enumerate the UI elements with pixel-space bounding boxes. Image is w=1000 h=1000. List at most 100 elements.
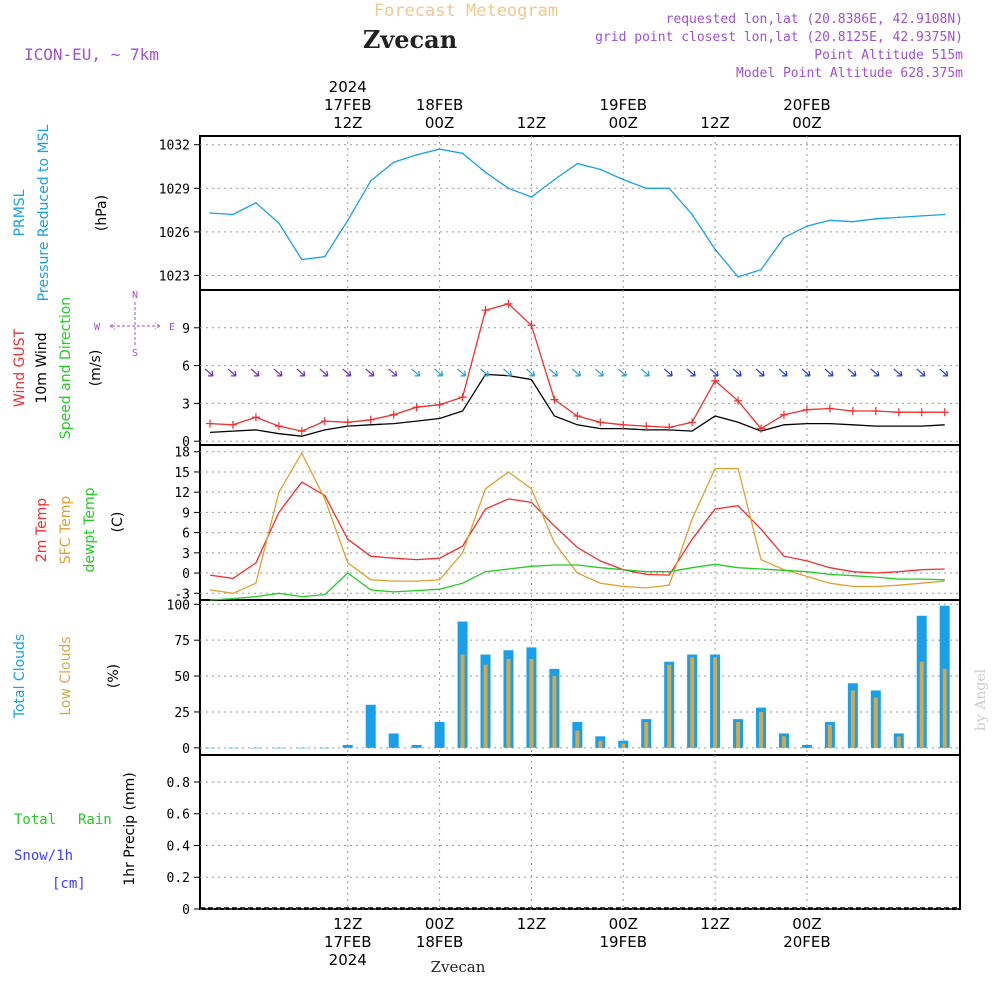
temp-tick-label: 6 [182, 527, 190, 542]
wind-direction-arrow [663, 368, 673, 377]
watermark: by Angel [973, 668, 989, 731]
temp-tick-label: 18 [174, 446, 190, 461]
gust-marker [206, 419, 214, 428]
gust-marker [274, 422, 283, 431]
wind-tick-label: 3 [182, 397, 190, 412]
wind-line [209, 373, 945, 437]
clouds-tick-label: 100 [167, 598, 190, 613]
low-clouds-bar [667, 664, 672, 748]
top-hour-label: 12Z [700, 114, 729, 132]
pressure-unit: (hPa) [94, 195, 110, 231]
precip-tick-label: 0.8 [167, 776, 190, 791]
top-hour-label: 12Z [333, 114, 362, 132]
low-clouds-bar [598, 740, 603, 748]
wind-direction-arrow [480, 368, 490, 377]
top-hour-label: 00Z [609, 114, 638, 132]
pressure-line [209, 148, 945, 278]
top-hour-label: 00Z [425, 114, 454, 132]
sfc-temp-line [209, 451, 945, 594]
pressure-point [530, 196, 533, 198]
bottom-hour-label: 12Z [700, 915, 729, 933]
dewpt-label: dewpt Temp [82, 487, 98, 572]
wind-direction-arrow [824, 368, 834, 377]
precip-labels: Total Rain Snow/1h [cm] 1hr Precip (mm) [14, 772, 138, 892]
wind-direction-arrow [571, 368, 581, 377]
temp-unit: (C) [110, 512, 126, 533]
wind-direction-arrow [250, 368, 260, 377]
pressure-point [209, 212, 211, 214]
gust-marker [917, 408, 926, 417]
pressure-point [783, 236, 785, 239]
total-clouds-bar [205, 747, 215, 749]
gust-marker [665, 423, 674, 432]
low-clouds-bar [919, 661, 924, 748]
pressure-point [829, 219, 831, 222]
wind-direction-arrow [939, 368, 949, 377]
temp-panel [199, 444, 961, 601]
temp-tick-label: 12 [174, 486, 190, 501]
low-clouds-bar [690, 657, 695, 748]
bottom-hour-label: 12Z [517, 915, 546, 933]
pressure-point [599, 168, 602, 171]
compass-e: E [169, 322, 175, 333]
pressure-tick-label: 1032 [159, 139, 190, 154]
gust-marker [320, 417, 329, 426]
total-clouds-bar [250, 747, 261, 749]
wind-labels: Wind GUST 10m Wind Speed and Direction (… [12, 290, 175, 439]
direction-label: Speed and Direction [58, 297, 74, 439]
rain-label: Rain [78, 812, 112, 828]
axis-labels: 103210291026102396301815129630-310075502… [159, 78, 831, 969]
low-clouds-bar [552, 676, 557, 748]
wind-direction-arrow [342, 368, 352, 377]
grid-lines [194, 136, 960, 910]
low-clouds-bar [529, 658, 534, 748]
gust-marker [550, 395, 559, 404]
grid-point-coords: grid point closest lon,lat (20.8125E, 42… [595, 30, 963, 45]
pressure-point [852, 220, 854, 223]
gust-marker [458, 393, 467, 402]
pressure-point [484, 171, 487, 174]
gust-marker [596, 418, 605, 427]
pressure-point [920, 215, 923, 217]
pressure-point [622, 178, 625, 181]
wind-direction-arrow [893, 368, 903, 377]
gust-marker [343, 418, 352, 427]
pressure-point [278, 222, 280, 224]
compass-cross [109, 302, 161, 346]
wind-direction-arrow [296, 368, 306, 377]
gust-marker [802, 405, 811, 414]
wind-direction-arrow [847, 368, 857, 377]
gust-marker [642, 422, 651, 431]
pressure-point [461, 152, 464, 155]
pressure-point [438, 148, 441, 150]
gust-marker [573, 412, 582, 421]
precip-tick-label: 0 [182, 903, 190, 918]
pressure-point [553, 178, 556, 181]
snow-label: Snow/1h [14, 848, 73, 864]
top-date-label: 18FEB [416, 96, 463, 114]
clouds-tick-label: 25 [174, 706, 190, 721]
wind-panel [199, 289, 961, 446]
clouds-tick-label: 50 [174, 670, 190, 685]
wind-direction-arrow [594, 368, 604, 377]
wind-direction-arrow [548, 368, 558, 377]
gust-label: Wind GUST [12, 328, 28, 407]
wind-direction-arrow [686, 368, 696, 377]
snow-unit: [cm] [52, 876, 86, 892]
precip-panel [199, 754, 961, 910]
gust-marker [527, 321, 536, 330]
gust-marker [251, 413, 260, 422]
gust-marker [779, 410, 788, 419]
total-clouds-bar [365, 704, 376, 748]
precip-tick-label: 0.2 [167, 871, 190, 886]
precip-unit: 1hr Precip (mm) [122, 772, 138, 885]
pressure-point [737, 276, 739, 278]
wind-label: 10m Wind [34, 332, 50, 403]
low-clouds-bar [781, 736, 786, 748]
temp-2m-label: 2m Temp [34, 498, 50, 562]
bottom-hour-label: 00Z [792, 915, 821, 933]
dewpt-line [209, 563, 945, 601]
clouds-unit: (%) [106, 664, 122, 688]
gust-marker [481, 306, 490, 315]
data-marks [200, 148, 960, 909]
